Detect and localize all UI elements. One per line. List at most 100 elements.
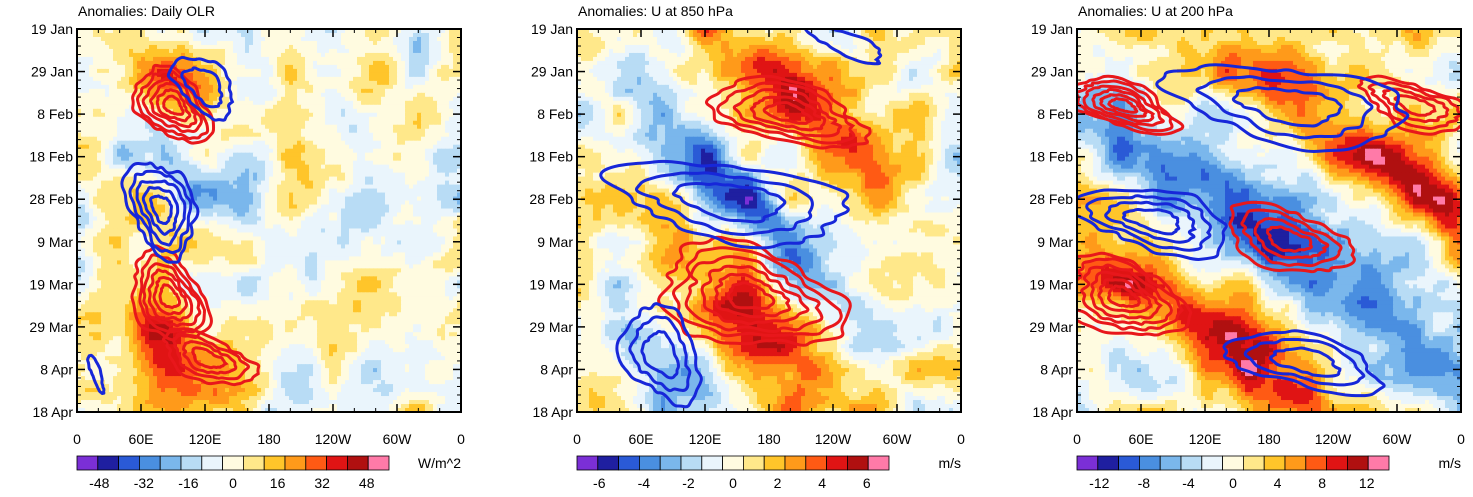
heatmap-cell — [325, 220, 330, 226]
heatmap-cell — [393, 124, 398, 130]
heatmap-cell — [409, 60, 414, 66]
heatmap-cell — [437, 180, 442, 186]
heatmap-cell — [249, 156, 254, 162]
heatmap-cell — [345, 92, 350, 98]
heatmap-cell — [101, 32, 106, 38]
heatmap-cell — [133, 116, 138, 122]
heatmap-cell — [205, 72, 210, 78]
heatmap-cell — [421, 32, 426, 38]
heatmap-cell — [421, 108, 426, 114]
heatmap-cell — [297, 208, 302, 214]
heatmap-cell — [117, 184, 122, 190]
heatmap-cell — [453, 144, 458, 150]
heatmap-cell — [309, 84, 314, 90]
heatmap-cell — [429, 156, 434, 162]
heatmap-cell — [405, 188, 410, 194]
heatmap-cell — [89, 80, 94, 86]
heatmap-cell — [457, 172, 461, 178]
heatmap-cell — [385, 204, 390, 210]
heatmap-cell — [129, 92, 134, 98]
heatmap-cell — [113, 52, 118, 58]
heatmap-cell — [257, 212, 262, 218]
heatmap-cell — [197, 228, 202, 234]
heatmap-cell — [345, 68, 350, 74]
heatmap-cell — [233, 136, 238, 142]
heatmap-cell — [437, 108, 442, 114]
heatmap-cell — [129, 232, 134, 238]
heatmap-cell — [429, 52, 434, 58]
heatmap-cell — [281, 60, 286, 66]
heatmap-cell — [457, 164, 461, 170]
heatmap-cell — [345, 40, 350, 46]
heatmap-cell — [129, 132, 134, 138]
heatmap-cell — [321, 56, 326, 62]
heatmap-cell — [437, 196, 442, 202]
heatmap-cell — [357, 104, 362, 110]
heatmap-cell — [93, 220, 98, 226]
heatmap-cell — [133, 184, 138, 190]
heatmap-cell — [421, 168, 426, 174]
heatmap-cell — [293, 128, 298, 134]
heatmap-cell — [345, 224, 350, 230]
heatmap-cell — [441, 36, 446, 42]
heatmap-cell — [257, 204, 262, 210]
heatmap-cell — [441, 92, 446, 98]
heatmap-cell — [185, 140, 190, 146]
heatmap-cell — [413, 29, 418, 34]
heatmap-cell — [389, 208, 394, 214]
heatmap-cell — [85, 29, 90, 34]
heatmap-cell — [333, 72, 338, 78]
heatmap-cell — [453, 40, 458, 46]
heatmap-cell — [289, 188, 294, 194]
heatmap-cell — [161, 56, 166, 62]
heatmap-cell — [161, 60, 166, 66]
heatmap-cell — [145, 124, 150, 130]
heatmap-cell — [81, 176, 86, 182]
heatmap-cell — [365, 84, 370, 90]
heatmap-cell — [225, 224, 230, 230]
heatmap-cell — [217, 204, 222, 210]
heatmap-cell — [133, 200, 138, 206]
heatmap-cell — [293, 72, 298, 78]
heatmap-cell — [269, 56, 274, 62]
heatmap-cell — [217, 212, 222, 218]
heatmap-cell — [317, 36, 322, 42]
heatmap-cell — [125, 76, 130, 82]
heatmap-cell — [341, 92, 346, 98]
heatmap-cell — [213, 176, 218, 182]
heatmap-cell — [453, 44, 458, 50]
heatmap-cell — [325, 40, 330, 46]
heatmap-cell — [221, 112, 226, 118]
heatmap-cell — [241, 196, 246, 202]
heatmap-cell — [209, 172, 214, 178]
heatmap-cell — [313, 228, 318, 234]
heatmap-cell — [397, 36, 402, 42]
heatmap-cell — [129, 84, 134, 90]
heatmap-cell — [245, 228, 250, 234]
heatmap-cell — [133, 164, 138, 170]
heatmap-cell — [305, 192, 310, 198]
heatmap-cell — [321, 72, 326, 78]
heatmap-cell — [229, 216, 234, 222]
heatmap-cell — [433, 132, 438, 138]
heatmap-cell — [165, 192, 170, 198]
heatmap-cell — [317, 96, 322, 102]
heatmap-cell — [329, 184, 334, 190]
heatmap-cell — [425, 144, 430, 150]
heatmap-cell — [297, 144, 302, 150]
heatmap-cell — [85, 112, 90, 118]
heatmap-cell — [385, 128, 390, 134]
heatmap-cell — [297, 216, 302, 222]
heatmap-cell — [97, 176, 102, 182]
heatmap-cell — [93, 124, 98, 130]
heatmap-cell — [425, 29, 430, 34]
heatmap-cell — [141, 88, 146, 94]
heatmap-cell — [417, 232, 422, 238]
heatmap-cell — [277, 208, 282, 214]
heatmap-cell — [365, 184, 370, 190]
heatmap-cell — [169, 96, 174, 102]
heatmap-cell — [233, 212, 238, 218]
heatmap-cell — [313, 180, 318, 186]
heatmap-cell — [413, 92, 418, 98]
heatmap-cell — [189, 32, 194, 38]
